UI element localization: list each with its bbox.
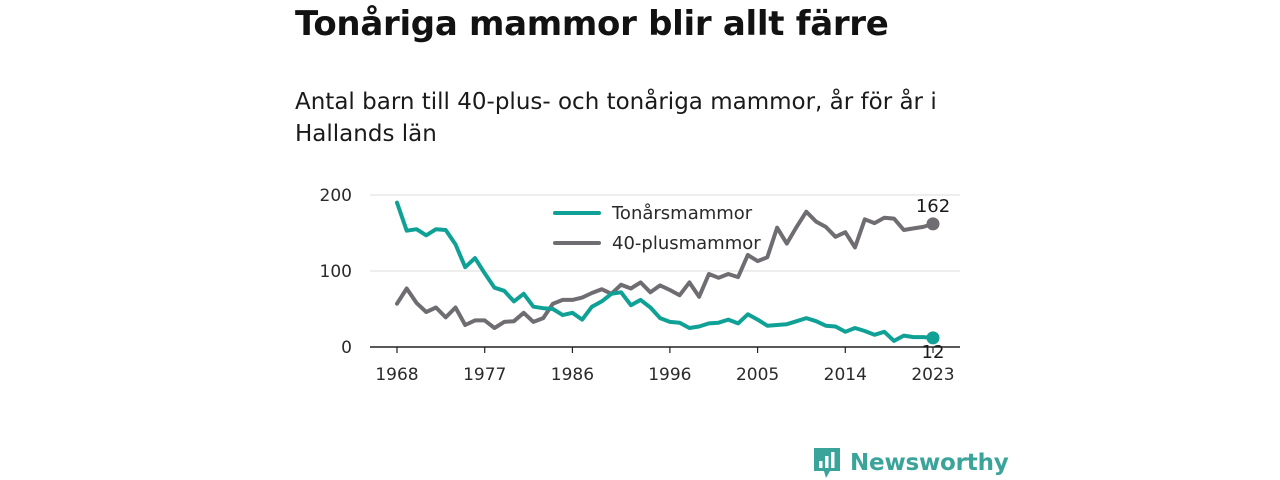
- x-tick-label: 1996: [648, 365, 691, 385]
- x-tick-label: 1968: [375, 365, 418, 385]
- x-axis: 1968 1977 1986 1996 2005 2014 2023: [370, 346, 960, 385]
- legend-label: 40-plusmammor: [612, 233, 761, 254]
- x-tick-label: 2023: [911, 365, 954, 385]
- x-tick-label: 1986: [551, 365, 594, 385]
- bar-chart-logo-icon: [814, 448, 840, 478]
- series-line: [395, 209, 935, 330]
- legend: Tonårsmammor 40-plusmammor: [553, 203, 761, 254]
- gridlines: [370, 194, 960, 272]
- y-tick-label: 100: [320, 262, 352, 282]
- end-point-marker: [926, 331, 940, 345]
- brand-logo[interactable]: Newsworthy: [814, 446, 1009, 480]
- brand-name: Newsworthy: [850, 450, 1009, 476]
- end-value-label: 162: [916, 196, 950, 217]
- x-tick-label: 1977: [463, 365, 506, 385]
- end-markers: 162 12: [916, 196, 950, 363]
- legend-label: Tonårsmammor: [611, 203, 753, 224]
- series-line: [395, 200, 935, 343]
- x-tick-label: 2014: [824, 365, 867, 385]
- series-lines: [395, 200, 935, 343]
- end-point-marker: [926, 217, 940, 231]
- y-tick-label: 0: [341, 338, 352, 358]
- end-value-label: 12: [922, 342, 945, 363]
- y-axis: 0 100 200: [320, 186, 352, 358]
- chart-subtitle: Antal barn till 40-plus- och tonåriga ma…: [295, 89, 937, 147]
- chart-title: Tonåriga mammor blir allt färre: [295, 4, 889, 44]
- y-tick-label: 200: [320, 186, 352, 206]
- x-tick-label: 2005: [736, 365, 779, 385]
